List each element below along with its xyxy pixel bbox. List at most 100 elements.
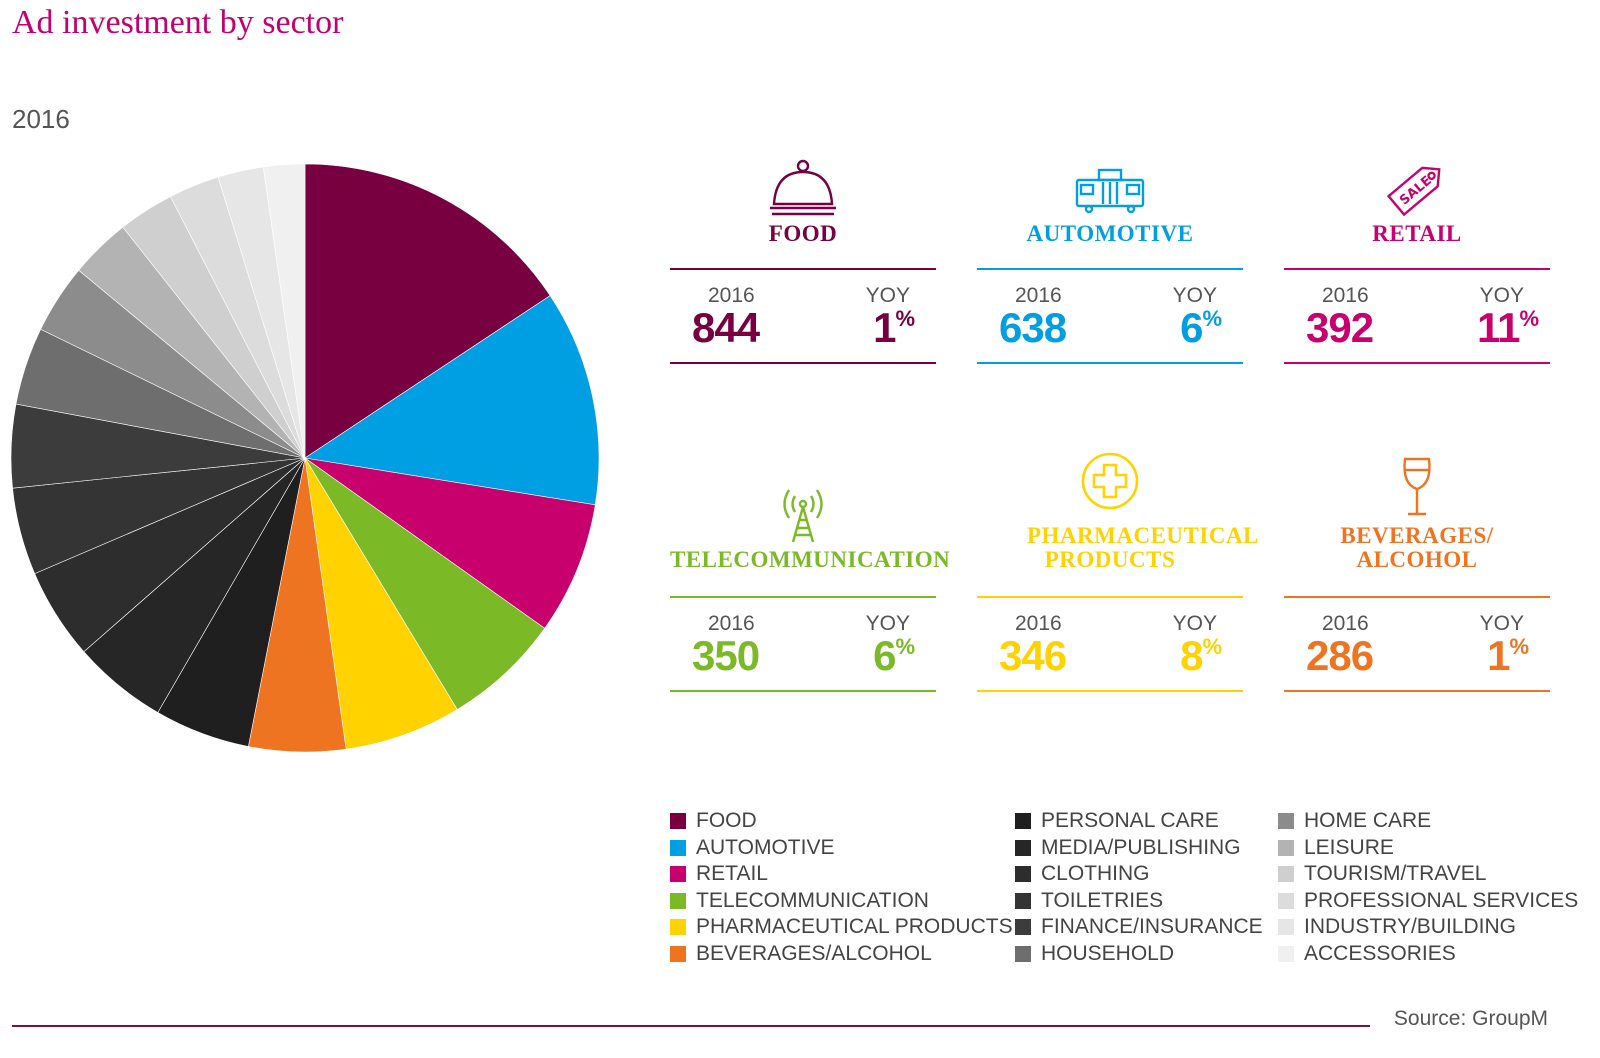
legend-item: LEISURE	[1278, 835, 1578, 862]
percent-sign: %	[1202, 634, 1222, 659]
legend-column: HOME CARE LEISURE TOURISM/TRAVEL PROFESSION…	[1278, 808, 1578, 967]
legend-item: PERSONAL CARE	[1015, 808, 1263, 835]
yoy-column-label: YOY	[865, 284, 910, 307]
pie-slice-retail	[304, 457, 596, 629]
card-stats: 2016 YOY 392 11%	[1284, 268, 1550, 364]
yoy-value: 6%	[1180, 304, 1222, 351]
legend-column: PERSONAL CARE MEDIA/PUBLISHING CLOTHING TOI…	[1015, 808, 1263, 967]
chart-title: Ad investment by sector	[12, 4, 344, 41]
pie-slice-automotive	[304, 295, 600, 506]
legend-item: CLOTHING	[1015, 861, 1263, 888]
legend-swatch	[1015, 866, 1031, 883]
legend-item: FOOD	[670, 808, 1013, 835]
legend-swatch	[1015, 945, 1031, 962]
legend-item: TOILETRIES	[1015, 888, 1263, 915]
legend-item: BEVERAGES/ALCOHOL	[670, 941, 1013, 968]
legend-label: PHARMACEUTICAL PRODUCTS	[696, 915, 1013, 939]
card-stats: 2016 YOY 286 1%	[1284, 596, 1550, 692]
footer-divider	[12, 1025, 1370, 1027]
card-pharmaceutical: PHARMACEUTICAL PRODUCTS 2016 YOY 346 8%	[977, 452, 1259, 692]
card-automotive: AUTOMOTIVE 2016 YOY 638 6%	[977, 150, 1243, 364]
legend-label: AUTOMOTIVE	[696, 835, 835, 859]
card-stats: 2016 YOY 638 6%	[977, 268, 1243, 364]
card-food: FOOD 2016 YOY 844 1%	[670, 150, 936, 364]
year-label: 2016	[12, 104, 70, 134]
wine-glass-icon	[1284, 456, 1550, 523]
pie-slice-food	[304, 163, 551, 459]
value-2016: 346	[999, 632, 1067, 679]
year-column-label: 2016	[708, 284, 755, 307]
year-column-label: 2016	[1322, 612, 1369, 635]
year-column-label: 2016	[1015, 612, 1062, 635]
legend-swatch	[1278, 919, 1294, 936]
card-stats: 2016 YOY 350 6%	[670, 596, 936, 692]
legend-label: HOUSEHOLD	[1041, 941, 1175, 965]
legend-swatch	[670, 892, 686, 909]
legend-swatch	[1015, 892, 1031, 909]
yoy-column-label: YOY	[1172, 284, 1217, 307]
year-column-label: 2016	[1322, 284, 1369, 307]
legend-item: INDUSTRY/BUILDING	[1278, 914, 1578, 941]
legend-label: CLOTHING	[1041, 862, 1150, 886]
legend-item: TOURISM/TRAVEL	[1278, 861, 1578, 888]
legend-swatch	[670, 839, 686, 856]
vehicle-icon	[977, 168, 1243, 219]
yoy-column-label: YOY	[1479, 284, 1524, 307]
percent-sign: %	[895, 634, 915, 659]
percent-sign: %	[895, 306, 915, 331]
medical-cross-icon	[977, 450, 1243, 517]
legend-label: MEDIA/PUBLISHING	[1041, 835, 1241, 859]
yoy-column-label: YOY	[1479, 612, 1524, 635]
legend-column: FOOD AUTOMOTIVE RETAIL TELECOMMUNICATION PHA…	[670, 808, 1013, 967]
card-telecommunication: TELECOMMUNICATION 2016 YOY 350 6%	[670, 478, 951, 692]
legend-swatch	[670, 813, 686, 830]
yoy-value: 8%	[1180, 632, 1222, 679]
legend-label: FOOD	[696, 809, 757, 833]
legend-swatch	[670, 945, 686, 962]
yoy-column-label: YOY	[1172, 612, 1217, 635]
card-name: RETAIL	[1372, 221, 1462, 246]
card-name: TELECOMMUNICATION	[670, 547, 951, 572]
value-2016: 350	[692, 632, 760, 679]
year-column-label: 2016	[1015, 284, 1062, 307]
legend-item: ACCESSORIES	[1278, 941, 1578, 968]
legend-item: MEDIA/PUBLISHING	[1015, 835, 1263, 862]
legend-label: TELECOMMUNICATION	[696, 888, 929, 912]
legend-swatch	[1278, 945, 1294, 962]
legend-swatch	[1278, 892, 1294, 909]
percent-sign: %	[1519, 306, 1539, 331]
value-2016: 392	[1306, 304, 1374, 351]
source-label: Source: GroupM	[1393, 1007, 1548, 1030]
legend-label: TOURISM/TRAVEL	[1304, 862, 1487, 886]
legend-item: PHARMACEUTICAL PRODUCTS	[670, 914, 1013, 941]
card-name: PHARMACEUTICAL PRODUCTS	[1027, 523, 1259, 572]
legend-swatch	[670, 866, 686, 883]
card-beverages: BEVERAGES/ALCOHOL 2016 YOY 286 1%	[1284, 457, 1550, 692]
antenna-icon	[670, 484, 936, 549]
percent-sign: %	[1509, 634, 1529, 659]
card-retail: SALE RETAIL 2016 YOY 392 11%	[1284, 150, 1550, 364]
card-name: AUTOMOTIVE	[1026, 221, 1194, 246]
legend-swatch	[1278, 839, 1294, 856]
pie-slice-telecommunication	[304, 457, 546, 710]
legend-item: HOUSEHOLD	[1015, 941, 1263, 968]
value-2016: 638	[999, 304, 1067, 351]
yoy-value: 1%	[873, 304, 915, 351]
legend-label: HOME CARE	[1304, 809, 1432, 833]
legend-label: PROFESSIONAL SERVICES	[1304, 888, 1579, 912]
legend-item: HOME CARE	[1278, 808, 1578, 835]
legend-swatch	[1278, 813, 1294, 830]
cloche-icon	[670, 156, 936, 223]
legend-item: RETAIL	[670, 861, 1013, 888]
card-stats: 2016 YOY 844 1%	[670, 268, 936, 364]
legend-item: PROFESSIONAL SERVICES	[1278, 888, 1578, 915]
legend-label: TOILETRIES	[1041, 888, 1164, 912]
yoy-column-label: YOY	[865, 612, 910, 635]
value-2016: 844	[692, 304, 760, 351]
card-name: FOOD	[768, 221, 838, 246]
legend-swatch	[1015, 839, 1031, 856]
legend-item: TELECOMMUNICATION	[670, 888, 1013, 915]
legend-label: ACCESSORIES	[1304, 941, 1456, 965]
legend-swatch	[1015, 919, 1031, 936]
legend-swatch	[1278, 866, 1294, 883]
